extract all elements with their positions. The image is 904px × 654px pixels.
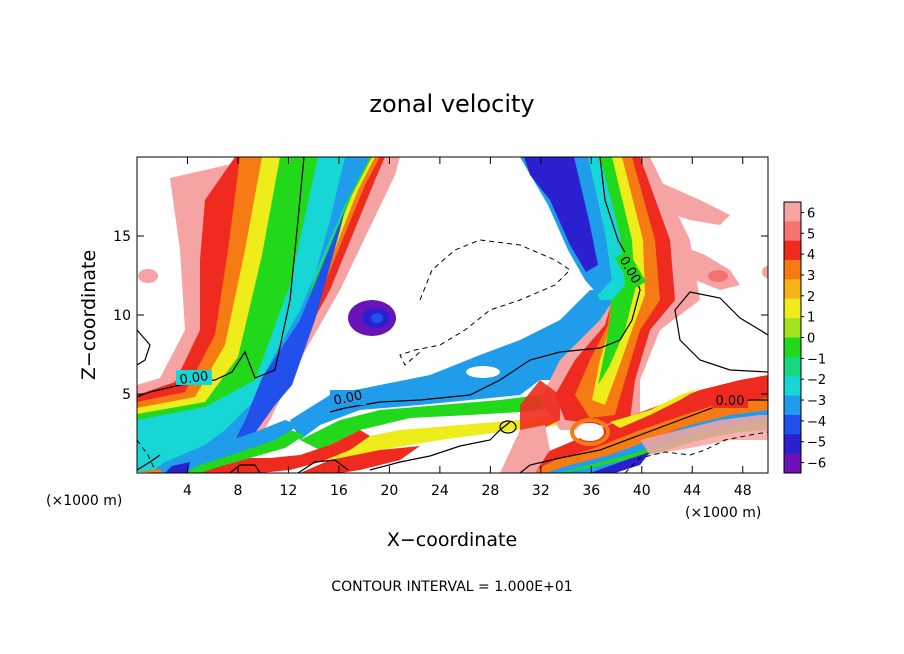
band-left-darkblue: [230, 170, 355, 450]
band-mid-yellow: [315, 395, 640, 465]
band-mid-red: [300, 446, 420, 473]
x-tick-label: 4: [183, 483, 192, 499]
y-axis-label: Z−coordinate: [78, 250, 100, 380]
colorbar-swatch: [784, 318, 801, 338]
colorbar-label: 6: [807, 206, 815, 221]
white-cavity: [380, 157, 600, 365]
colorbar-swatch: [784, 221, 801, 242]
colorbar-label: −4: [807, 415, 826, 430]
velocity-field: [137, 157, 768, 473]
x-tick-label: 48: [734, 483, 752, 499]
colorbar-swatch: [784, 453, 801, 474]
contour-label: 0.00: [716, 394, 745, 409]
contour-label: 0.00: [332, 388, 363, 409]
colorbar-label: 0: [807, 332, 815, 347]
x-tick-label: 32: [532, 483, 550, 499]
chart-title: zonal velocity: [369, 90, 534, 118]
x-axis-label: X−coordinate: [387, 529, 517, 551]
negative-contours: [137, 239, 768, 473]
x-unit-label-left: (×1000 m): [46, 493, 122, 509]
colorbar-swatch: [784, 395, 801, 416]
x-tick-label: 44: [683, 483, 701, 499]
colorbar-label: 3: [807, 269, 815, 284]
colorbar-swatch: [784, 298, 801, 319]
x-tick-label: 40: [633, 483, 651, 499]
band-left-cyan: [137, 157, 370, 473]
band-lower-right-red: [520, 375, 768, 473]
contour-label: 0.00: [179, 369, 210, 388]
colorbar-label: −6: [807, 457, 826, 472]
colorbar-legend: 6 5 4 3 2 1 0 −1 −2 −3 −4 −5 −6: [783, 201, 826, 474]
y-tick-label: 5: [122, 387, 131, 403]
band-left-blue: [155, 157, 370, 473]
colorbar-swatch: [784, 279, 801, 300]
band-mid-green: [300, 360, 640, 450]
x-axis: 4 8 12 16 20 24 28 32 36 40 44 48: [183, 157, 752, 499]
colorbar-label: −2: [807, 373, 826, 388]
colorbar-swatch: [784, 434, 801, 455]
y-tick-label: 10: [113, 308, 131, 324]
band-lower-right-pink: [640, 415, 768, 455]
colorbar-swatch: [784, 202, 801, 222]
colorbar-label: 4: [807, 248, 815, 263]
colorbar-swatch: [784, 376, 801, 397]
colorbar-swatch: [784, 260, 801, 280]
x-tick-label: 12: [280, 483, 298, 499]
y-tick-label: 15: [113, 229, 131, 245]
colorbar-swatch: [784, 240, 801, 261]
colorbar-swatch: [784, 414, 801, 435]
colorbar-label: −5: [807, 436, 826, 451]
colorbar-swatch: [784, 337, 801, 358]
y-axis: 5 10 15: [113, 229, 768, 403]
x-tick-label: 28: [481, 483, 499, 499]
colorbar-label: −3: [807, 394, 826, 409]
x-tick-label: 8: [233, 483, 242, 499]
colorbar-label: 2: [807, 290, 815, 305]
colorbar-label: −1: [807, 352, 826, 367]
band-right-darkblue: [524, 157, 598, 272]
colorbar-label: 1: [807, 311, 815, 326]
colorbar-swatch: [784, 356, 801, 377]
contour-interval-footer: CONTOUR INTERVAL = 1.000E+01: [331, 579, 572, 595]
x-unit-label-right: (×1000 m): [685, 505, 761, 521]
x-tick-label: 20: [380, 483, 398, 499]
x-tick-label: 24: [431, 483, 449, 499]
x-tick-label: 16: [330, 483, 348, 499]
x-tick-label: 36: [582, 483, 600, 499]
colorbar-label: 5: [807, 227, 815, 242]
